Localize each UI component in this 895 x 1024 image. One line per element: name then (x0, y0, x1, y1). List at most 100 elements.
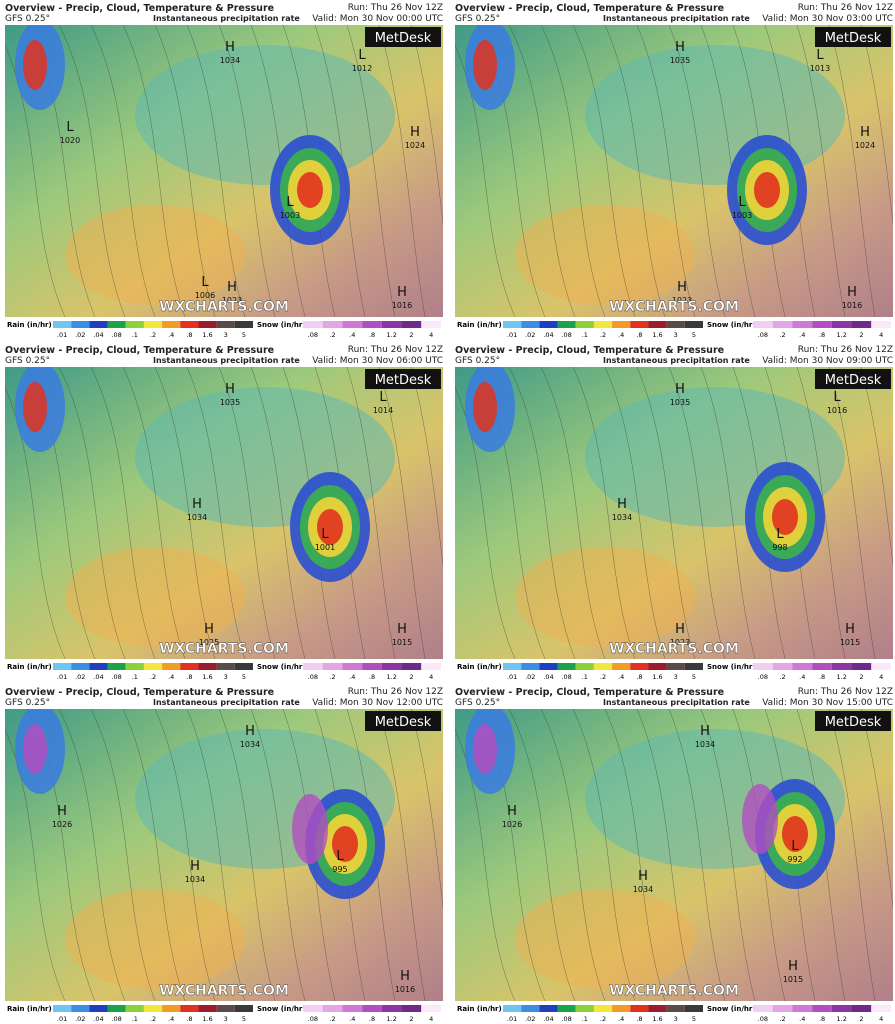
snow-swatch (381, 663, 402, 670)
pressure-letter: H (192, 497, 202, 512)
run-time: Run: Thu 26 Nov 12Z (347, 345, 443, 355)
rain-tick: .1 (132, 1015, 138, 1023)
rain-tick: 1.6 (652, 673, 662, 681)
rain-swatch (125, 1005, 144, 1012)
rain-swatch (521, 1005, 540, 1012)
snow-tick: .4 (349, 673, 355, 681)
legend: Rain (in/hr) .01 .02 .04 .08 .1 .2 .4 .8 1.6 3 5 Sno… (7, 663, 441, 681)
isobar (604, 25, 666, 317)
snow-tick: 4 (429, 673, 433, 681)
rain-swatch (180, 1005, 199, 1012)
logo: MetDesk (825, 373, 882, 388)
rain-tick: 1.6 (652, 1015, 662, 1023)
model: GFS 0.25° (5, 356, 51, 366)
isobar (572, 25, 636, 317)
logo: MetDesk (375, 715, 432, 730)
logo: MetDesk (825, 715, 882, 730)
isobar (700, 709, 756, 1001)
pressure-value: 1016 (395, 985, 415, 994)
isobar (58, 367, 126, 659)
snow-tick: 2 (409, 1015, 413, 1023)
precip-area (23, 724, 47, 774)
warm-air (515, 205, 695, 305)
subtitle: Instantaneous precipitation rate (603, 14, 750, 23)
rain-tick: .4 (618, 1015, 624, 1023)
rain-tick: .08 (561, 673, 571, 681)
panel: Overview - Precip, Cloud, Temperature & … (3, 345, 445, 683)
snow-swatch (812, 1005, 832, 1012)
logo-box (365, 27, 441, 47)
pressure-letter: H (677, 280, 687, 295)
pressure-value: 1034 (187, 513, 207, 522)
precip-area (23, 40, 47, 90)
precip-area (23, 382, 47, 432)
rain-swatch (557, 1005, 576, 1012)
pressure-value: 1035 (670, 56, 690, 65)
snow-swatch (812, 321, 832, 328)
rain-swatch (630, 321, 649, 328)
pressure-letter: H (190, 859, 200, 874)
snow-tick: 4 (879, 331, 883, 339)
rain-tick: .8 (186, 1015, 192, 1023)
snow-tick: .2 (329, 331, 335, 339)
pressure-letter: H (397, 285, 407, 300)
snow-tick: .2 (329, 673, 335, 681)
logo-box (815, 711, 891, 731)
snow-tick: .4 (799, 331, 805, 339)
snow-swatch (322, 1005, 343, 1012)
pressure-value: 1024 (855, 141, 875, 150)
pressure-value: 1024 (405, 141, 425, 150)
snow-tick: .08 (758, 331, 768, 339)
rain-swatch (143, 1005, 163, 1012)
pressure-letter: H (227, 280, 237, 295)
rain-tick: .1 (582, 1015, 588, 1023)
isobar (378, 367, 426, 659)
rain-swatch (539, 321, 558, 328)
rain-tick: .08 (111, 1015, 121, 1023)
snow-swatch (303, 321, 323, 328)
pressure-letter: L (286, 195, 294, 210)
watermark: WXCHARTS.COM (159, 299, 289, 315)
rain-tick: 5 (692, 331, 696, 339)
rain-swatch (666, 321, 685, 328)
rain-swatch (216, 663, 235, 670)
rain-swatch (198, 321, 217, 328)
rain-tick: .08 (111, 331, 121, 339)
isobar (250, 367, 306, 659)
snow-swatch (322, 663, 343, 670)
pressure-value: 1015 (840, 638, 860, 647)
isobar (828, 709, 876, 1001)
legend: Rain (in/hr) .01 .02 .04 .08 .1 .2 .4 .8 1.6 3 5 Sno… (7, 1005, 441, 1023)
isobar (122, 25, 186, 317)
snow-swatch (792, 663, 813, 670)
logo: MetDesk (375, 373, 432, 388)
snow-swatch (362, 663, 382, 670)
panel-title: Overview - Precip, Cloud, Temperature & … (5, 687, 275, 698)
rain-swatch (180, 321, 199, 328)
pressure-value: 1035 (670, 398, 690, 407)
pressure-letter: L (321, 527, 329, 542)
pressure-letter: H (245, 724, 255, 739)
watermark: WXCHARTS.COM (609, 983, 739, 999)
pressure-value: 1023 (670, 638, 690, 647)
isobar (455, 728, 516, 1001)
rain-tick: 3 (674, 331, 678, 339)
rain-swatch (234, 321, 253, 328)
isobar (636, 367, 696, 659)
rain-swatch (612, 663, 631, 670)
isobar (860, 709, 893, 910)
pressure-letter: H (638, 869, 648, 884)
pressure-value: 1034 (695, 740, 715, 749)
pressure-value: 1023 (222, 296, 242, 305)
isobar (455, 44, 516, 317)
snow-tick: 1.2 (837, 673, 847, 681)
map: H1034H1026H1034L995H1016MetDeskWXCHARTS.… (5, 709, 443, 1001)
snow-tick: .4 (349, 331, 355, 339)
isobar (346, 367, 396, 659)
isobar (828, 25, 876, 317)
snow-swatch (772, 321, 793, 328)
warm-air (515, 547, 695, 647)
rain-tick: .04 (93, 331, 103, 339)
run-time: Run: Thu 26 Nov 12Z (797, 687, 893, 697)
